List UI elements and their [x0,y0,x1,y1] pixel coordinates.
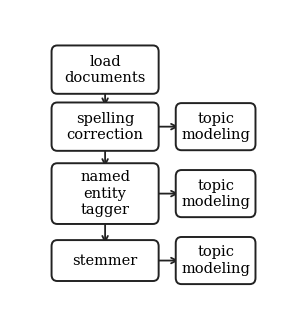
FancyBboxPatch shape [51,45,159,94]
Text: named
entity
tagger: named entity tagger [80,170,130,217]
Text: topic
modeling: topic modeling [181,178,250,209]
Text: spelling
correction: spelling correction [67,111,143,142]
FancyBboxPatch shape [176,237,255,284]
Text: stemmer: stemmer [73,253,138,268]
Text: load
documents: load documents [64,54,146,85]
Text: topic
modeling: topic modeling [181,111,250,142]
FancyBboxPatch shape [176,103,255,150]
FancyBboxPatch shape [51,240,159,281]
FancyBboxPatch shape [176,170,255,217]
FancyBboxPatch shape [51,163,159,224]
Text: topic
modeling: topic modeling [181,245,250,276]
FancyBboxPatch shape [51,102,159,151]
